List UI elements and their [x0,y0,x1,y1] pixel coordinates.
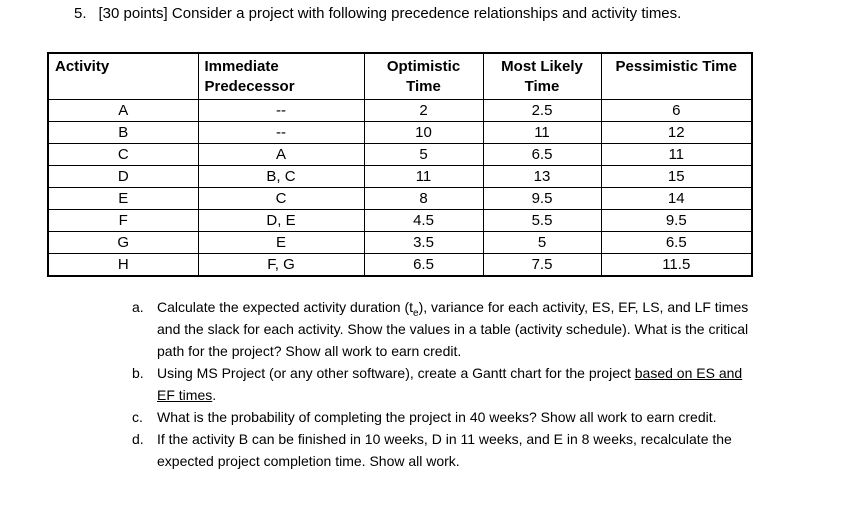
optimistic-cell: 2 [363,99,484,122]
predecessor-cell: F, G [197,253,365,276]
question-item-b: b. Using MS Project (or any other softwa… [132,362,758,406]
optimistic-cell: 10 [363,121,484,144]
question-label-b: b. [132,365,144,381]
table-row-c: C A 5 6.5 11 [47,143,753,166]
activity-table: Activity Immediate Predecessor Optimisti… [47,52,753,277]
predecessor-cell: B, C [197,165,365,188]
optimistic-cell: 6.5 [363,253,484,276]
question-item-c: c. What is the probability of completing… [132,406,758,428]
question-b-text-part-1: Using MS Project (or any other software)… [157,365,635,381]
pessimistic-cell: 11.5 [600,253,753,276]
subscript-e: e [413,307,419,319]
problem-text: [30 points] Consider a project with foll… [98,5,682,22]
most-likely-cell: 2.5 [482,99,602,122]
pessimistic-cell: 14 [600,187,753,210]
table-row-b: B -- 10 11 12 [47,121,753,144]
activity-cell: B [47,121,199,144]
column-header-pessimistic-time: Pessimistic Time [600,52,753,100]
most-likely-cell: 5 [482,231,602,254]
activity-cell: A [47,99,199,122]
most-likely-cell: 5.5 [482,209,602,232]
most-likely-cell: 6.5 [482,143,602,166]
most-likely-cell: 11 [482,121,602,144]
column-header-most-likely-time: Most Likely Time [482,52,602,100]
questions-list: a. Calculate the expected activity durat… [132,296,758,472]
table-row-a: A -- 2 2.5 6 [47,99,753,122]
activity-cell: G [47,231,199,254]
question-text-d: If the activity B can be finished in 10 … [157,431,732,469]
table-row-f: F D, E 4.5 5.5 9.5 [47,209,753,232]
table-row-g: G E 3.5 5 6.5 [47,231,753,254]
activity-cell: H [47,253,199,276]
problem-statement: 5. [30 points] Consider a project with f… [74,4,681,23]
optimistic-cell: 11 [363,165,484,188]
activity-cell: C [47,143,199,166]
table-row-h: H F, G 6.5 7.5 11.5 [47,253,753,276]
pessimistic-cell: 6 [600,99,753,122]
column-header-activity: Activity [47,52,199,100]
predecessor-cell: D, E [197,209,365,232]
optimistic-cell: 4.5 [363,209,484,232]
activity-cell: F [47,209,199,232]
table-header-row: Activity Immediate Predecessor Optimisti… [47,52,753,100]
predecessor-cell: E [197,231,365,254]
underlined-phrase: based on ES and EF times [157,365,743,403]
pessimistic-cell: 11 [600,143,753,166]
predecessor-cell: A [197,143,365,166]
question-label-d: d. [132,431,144,447]
predecessor-cell: -- [197,121,365,144]
question-label-a: a. [132,299,144,315]
most-likely-cell: 7.5 [482,253,602,276]
question-text-a: Calculate the expected activity duration… [157,296,758,362]
pessimistic-cell: 12 [600,121,753,144]
question-b-text-part-2: . [212,387,217,403]
activity-cell: E [47,187,199,210]
question-a-text-part-1: Calculate the expected activity duration… [157,299,414,315]
question-item-d: d. If the activity B can be finished in … [132,428,758,472]
question-label-c: c. [132,409,143,425]
problem-number: 5. [74,5,87,22]
question-text-b: Using MS Project (or any other software)… [157,362,758,406]
column-header-immediate-predecessor: Immediate Predecessor [197,52,365,100]
optimistic-cell: 3.5 [363,231,484,254]
pessimistic-cell: 15 [600,165,753,188]
predecessor-cell: C [197,187,365,210]
table-row-e: E C 8 9.5 14 [47,187,753,210]
table-row-d: D B, C 11 13 15 [47,165,753,188]
optimistic-cell: 8 [363,187,484,210]
column-header-optimistic-time: Optimistic Time [363,52,484,100]
question-a-text-part-2: ), variance for each activity, ES, EF, L… [157,299,749,359]
question-item-a: a. Calculate the expected activity durat… [132,296,758,362]
predecessor-cell: -- [197,99,365,122]
most-likely-cell: 13 [482,165,602,188]
pessimistic-cell: 9.5 [600,209,753,232]
most-likely-cell: 9.5 [482,187,602,210]
question-text-c: What is the probability of completing th… [157,409,717,425]
optimistic-cell: 5 [363,143,484,166]
activity-cell: D [47,165,199,188]
pessimistic-cell: 6.5 [600,231,753,254]
